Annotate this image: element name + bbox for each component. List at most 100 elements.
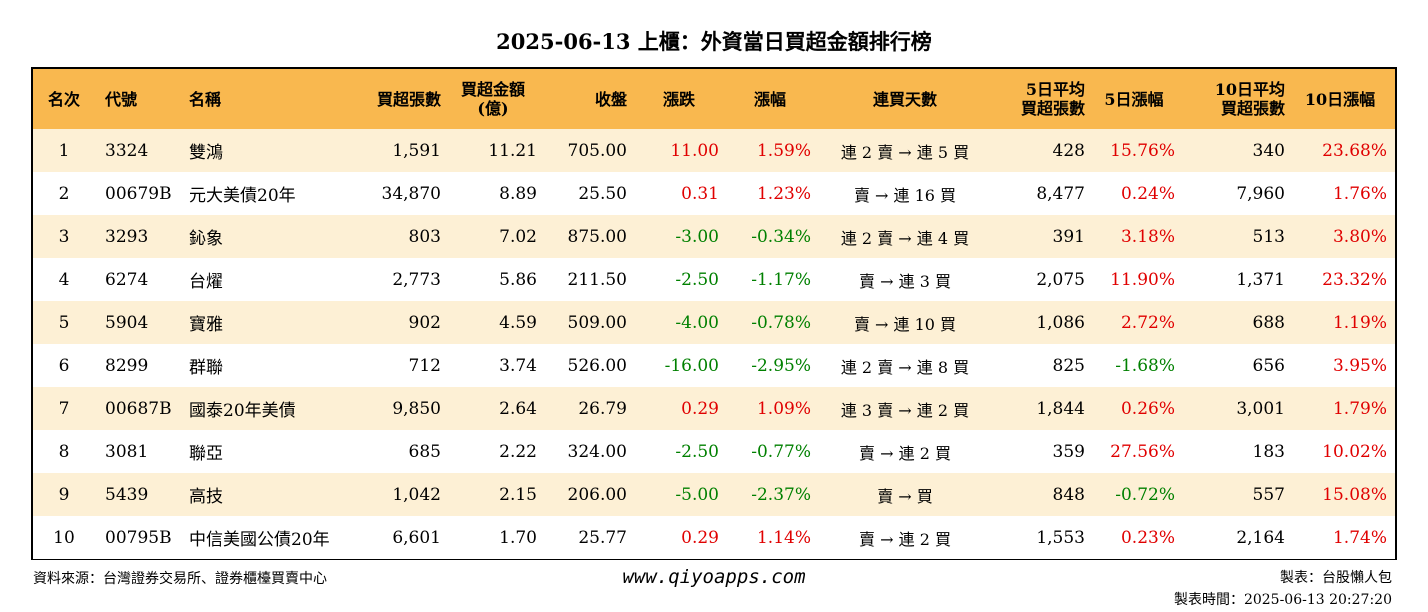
table-row: 1 3324 雙鴻 1,591 11.21 705.00 11.00 1.59% 連 2 賣 →… bbox=[33, 129, 1395, 172]
cell-rank: 3 bbox=[58, 226, 70, 247]
cell-code: 5439 bbox=[105, 484, 149, 505]
cell-code: 00679B bbox=[105, 183, 172, 204]
cell-avg5-lots: 359 bbox=[1052, 441, 1085, 462]
cell-net-buy-amount: 2.64 bbox=[499, 398, 537, 419]
cell-avg10-lots: 513 bbox=[1252, 226, 1285, 247]
cell-net-buy-lots: 685 bbox=[408, 441, 441, 462]
table-row: 10 00795B 中信美國公債20年 6,601 1.70 25.77 0.29 1.14%… bbox=[33, 516, 1395, 559]
cell-pct5: -0.72% bbox=[1115, 484, 1175, 505]
generated-time: 製表時間：2025-06-13 20:27:20 bbox=[1173, 592, 1392, 608]
cell-pct10: 3.95% bbox=[1332, 355, 1387, 376]
cell-name: 國泰20年美債 bbox=[189, 401, 296, 421]
cell-code: 00795B bbox=[105, 527, 172, 548]
table-row: 9 5439 高技 1,042 2.15 206.00 -5.00 -2.37% 賣 → 買 84… bbox=[33, 473, 1395, 516]
cell-avg5-lots: 1,844 bbox=[1036, 398, 1085, 419]
cell-avg10-lots: 340 bbox=[1252, 140, 1285, 161]
cell-avg10-lots: 2,164 bbox=[1236, 527, 1285, 548]
cell-code: 5904 bbox=[105, 312, 149, 333]
cell-streak: 賣 → 買 bbox=[877, 486, 933, 506]
cell-change: -2.50 bbox=[675, 269, 719, 290]
header-net-buy-lots: 買超張數 bbox=[376, 89, 441, 109]
cell-streak: 賣 → 連 16 買 bbox=[853, 185, 957, 205]
cell-avg10-lots: 557 bbox=[1252, 484, 1285, 505]
cell-streak: 賣 → 連 2 買 bbox=[859, 529, 951, 549]
cell-pct10: 1.79% bbox=[1332, 398, 1387, 419]
cell-net-buy-amount: 2.22 bbox=[499, 441, 537, 462]
cell-net-buy-amount: 2.15 bbox=[499, 484, 537, 505]
cell-change-pct: 1.14% bbox=[756, 527, 811, 548]
cell-avg10-lots: 656 bbox=[1252, 355, 1285, 376]
cell-rank: 8 bbox=[58, 441, 70, 462]
cell-avg5-lots: 8,477 bbox=[1036, 183, 1085, 204]
header-avg5-lots: 5日平均 買超張數 bbox=[1020, 80, 1085, 118]
cell-pct10: 1.76% bbox=[1332, 183, 1387, 204]
cell-avg5-lots: 1,086 bbox=[1036, 312, 1085, 333]
cell-pct10: 3.80% bbox=[1332, 226, 1387, 247]
cell-pct5: 3.18% bbox=[1120, 226, 1175, 247]
cell-close: 509.00 bbox=[567, 312, 627, 333]
cell-change: -3.00 bbox=[675, 226, 719, 247]
cell-close: 526.00 bbox=[567, 355, 627, 376]
table-row: 5 5904 寶雅 902 4.59 509.00 -4.00 -0.78% 賣 → 連 10 … bbox=[33, 301, 1395, 344]
cell-avg10-lots: 183 bbox=[1252, 441, 1285, 462]
header-rank: 名次 bbox=[47, 89, 80, 109]
cell-net-buy-amount: 5.86 bbox=[499, 269, 537, 290]
cell-name: 聯亞 bbox=[189, 444, 223, 464]
cell-avg5-lots: 1,553 bbox=[1036, 527, 1085, 548]
cell-name: 高技 bbox=[189, 487, 223, 507]
cell-rank: 5 bbox=[58, 312, 70, 333]
website-link[interactable]: www.qiyoapps.com bbox=[622, 566, 806, 588]
cell-name: 寶雅 bbox=[189, 315, 223, 335]
cell-close: 26.79 bbox=[578, 398, 627, 419]
cell-code: 6274 bbox=[105, 269, 149, 290]
cell-net-buy-lots: 6,601 bbox=[392, 527, 441, 548]
cell-change: -4.00 bbox=[675, 312, 719, 333]
cell-net-buy-lots: 712 bbox=[408, 355, 441, 376]
cell-avg5-lots: 825 bbox=[1052, 355, 1085, 376]
cell-avg5-lots: 391 bbox=[1052, 226, 1085, 247]
cell-avg5-lots: 428 bbox=[1052, 140, 1085, 161]
cell-pct5: 0.24% bbox=[1120, 183, 1175, 204]
cell-change-pct: 1.59% bbox=[756, 140, 811, 161]
cell-net-buy-lots: 1,042 bbox=[392, 484, 441, 505]
table-row: 8 3081 聯亞 685 2.22 324.00 -2.50 -0.77% 賣 → 連 2 買… bbox=[33, 430, 1395, 473]
cell-close: 25.50 bbox=[578, 183, 627, 204]
cell-change-pct: -2.37% bbox=[751, 484, 811, 505]
cell-pct10: 10.02% bbox=[1322, 441, 1387, 462]
cell-change-pct: -0.34% bbox=[751, 226, 811, 247]
cell-change-pct: -0.77% bbox=[751, 441, 811, 462]
cell-change: 0.31 bbox=[681, 183, 719, 204]
cell-change: -16.00 bbox=[664, 355, 719, 376]
cell-change: -5.00 bbox=[675, 484, 719, 505]
cell-pct5: 27.56% bbox=[1110, 441, 1175, 462]
cell-rank: 4 bbox=[58, 269, 70, 290]
cell-streak: 連 3 賣 → 連 2 買 bbox=[840, 400, 970, 420]
cell-streak: 賣 → 連 2 買 bbox=[859, 443, 951, 463]
cell-net-buy-amount: 1.70 bbox=[499, 527, 537, 548]
header-pct5: 5日漲幅 bbox=[1104, 89, 1164, 109]
cell-close: 875.00 bbox=[567, 226, 627, 247]
cell-rank: 10 bbox=[53, 527, 75, 548]
cell-streak: 賣 → 連 10 買 bbox=[853, 314, 957, 334]
cell-pct5: 0.23% bbox=[1120, 527, 1175, 548]
cell-close: 324.00 bbox=[567, 441, 627, 462]
header-pct10: 10日漲幅 bbox=[1304, 89, 1376, 109]
table-row: 2 00679B 元大美債20年 34,870 8.89 25.50 0.31 1.23% 賣 … bbox=[33, 172, 1395, 215]
cell-close: 25.77 bbox=[578, 527, 627, 548]
cell-streak: 賣 → 連 3 買 bbox=[859, 271, 951, 291]
cell-net-buy-lots: 902 bbox=[408, 312, 441, 333]
cell-change: -2.50 bbox=[675, 441, 719, 462]
cell-pct10: 1.19% bbox=[1332, 312, 1387, 333]
header-change: 漲跌 bbox=[662, 89, 695, 109]
cell-rank: 1 bbox=[58, 140, 70, 161]
page-title: 2025-06-13 上櫃：外資當日買超金額排行榜 bbox=[496, 29, 932, 54]
header-code: 代號 bbox=[105, 89, 138, 109]
cell-change: 11.00 bbox=[670, 140, 719, 161]
cell-rank: 6 bbox=[58, 355, 70, 376]
cell-avg10-lots: 3,001 bbox=[1236, 398, 1285, 419]
table-row: 7 00687B 國泰20年美債 9,850 2.64 26.79 0.29 1.09% 連 3… bbox=[33, 387, 1395, 430]
ranking-table: 名次 代號 名稱 買超張數 買超金額 (億) 收盤 漲跌 漲幅 連買天數 5日平均 買超張數 5日漲… bbox=[31, 67, 1397, 560]
cell-rank: 2 bbox=[58, 183, 70, 204]
cell-avg10-lots: 1,371 bbox=[1236, 269, 1285, 290]
cell-streak: 連 2 賣 → 連 8 買 bbox=[840, 357, 970, 377]
